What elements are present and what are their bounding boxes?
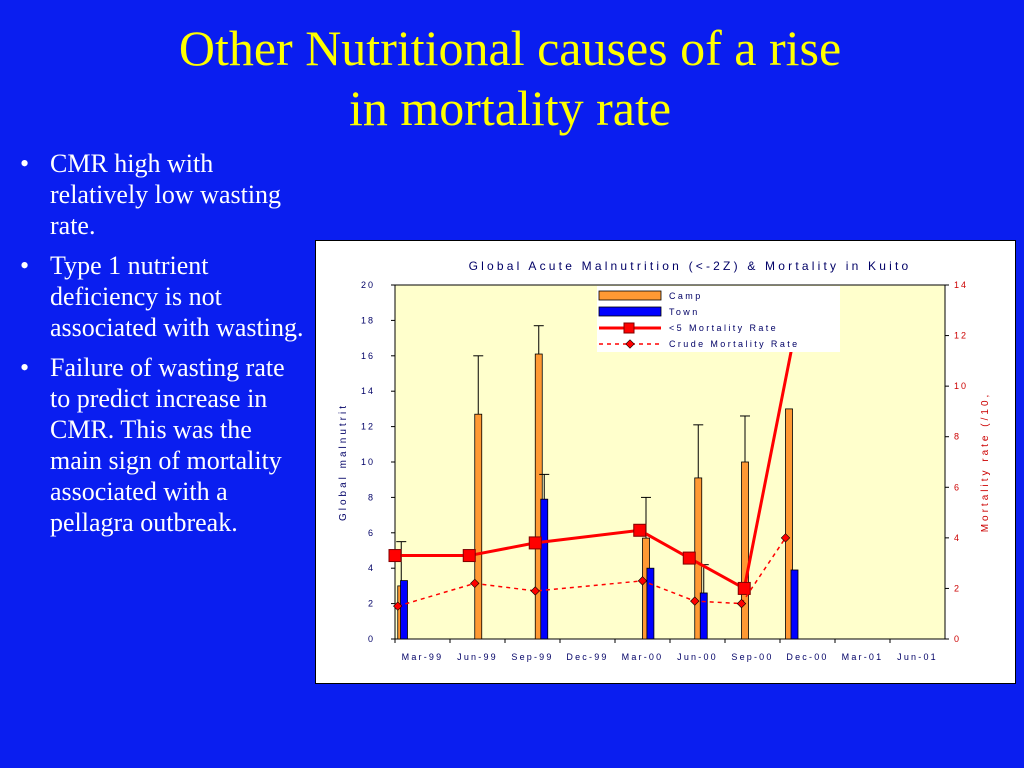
y-tick-label: 0 (368, 634, 375, 644)
y2-tick-label: 4 (954, 533, 961, 543)
x-tick-label: Jun-99 (457, 652, 498, 662)
legend-marker-u5 (623, 322, 635, 334)
y2-tick-label: 10 (954, 381, 968, 391)
bar-camp (474, 413, 483, 640)
bar-camp (785, 408, 793, 640)
slide-title: Other Nutritional causes of a rise in mo… (40, 18, 980, 138)
bullet-item: • CMR high with relatively low wasting ra… (18, 148, 308, 241)
y-tick-label: 12 (361, 422, 375, 432)
y2-axis-label: Mortality rate (/10, (980, 392, 991, 533)
legend-label: Camp (669, 291, 703, 301)
y2-tick-label: 2 (954, 583, 961, 593)
legend-swatch-camp (598, 290, 662, 301)
slide-title-line-2: in mortality rate (348, 80, 672, 136)
y-tick-label: 8 (368, 492, 375, 502)
u5-mortality-point (388, 549, 402, 563)
chart-title: Global Acute Malnutrition (<-2Z) & Morta… (469, 259, 912, 273)
bar-town (540, 498, 549, 640)
x-tick-label: Sep-99 (511, 652, 553, 662)
crude-mortality-point (393, 601, 403, 611)
x-tick-label: Sep-00 (731, 652, 773, 662)
legend-label: Crude Mortality Rate (669, 339, 800, 349)
bar-town (400, 580, 408, 640)
bullet-text: Failure of wasting rate to predict incre… (50, 353, 285, 537)
x-tick-label: Dec-00 (786, 652, 828, 662)
y-tick-label: 18 (361, 315, 375, 325)
slide-title-line-1: Other Nutritional causes of a rise (178, 20, 842, 76)
y-tick-label: 16 (361, 351, 375, 361)
x-tick-label: Jun-01 (897, 652, 938, 662)
bar-town (646, 567, 655, 640)
u5-mortality-point (737, 581, 751, 595)
y-tick-label: 10 (361, 457, 375, 467)
bar-town (699, 592, 708, 640)
crude-mortality-point (530, 586, 540, 596)
bar-camp (741, 461, 749, 640)
chart-svg: Global Acute Malnutrition (<-2Z) & Morta… (338, 259, 991, 662)
y-tick-label: 20 (361, 280, 375, 290)
u5-mortality-point (682, 551, 696, 565)
legend-label: Town (669, 307, 700, 317)
bullet-text: Type 1 nutrient deficiency is not associ… (50, 251, 304, 342)
x-tick-label: Mar-99 (402, 652, 444, 662)
bullet-dot-icon: • (20, 251, 30, 280)
y-tick-label: 2 (368, 599, 375, 609)
crude-mortality-point (690, 596, 700, 606)
bullet-text: CMR high with relatively low wasting rat… (50, 149, 282, 240)
bullet-dot-icon: • (20, 353, 30, 382)
u5-mortality-point (462, 549, 476, 563)
legend-label: <5 Mortality Rate (669, 323, 778, 333)
y-tick-label: 4 (368, 563, 375, 573)
bullet-list: • CMR high with relatively low wasting ra… (18, 148, 308, 547)
crude-mortality-point (736, 598, 747, 609)
y2-tick-label: 14 (954, 280, 968, 290)
y2-tick-label: 8 (954, 432, 961, 442)
y-tick-label: 6 (368, 528, 375, 538)
legend-swatch-town (598, 306, 662, 317)
bullet-dot-icon: • (20, 149, 30, 178)
y2-tick-label: 6 (954, 482, 961, 492)
crude-mortality-point (637, 576, 648, 586)
x-tick-label: Jun-00 (677, 652, 718, 662)
y-axis-label: Global malnutrit (338, 403, 349, 521)
y-tick-label: 14 (361, 386, 375, 396)
y2-tick-label: 12 (954, 331, 968, 341)
x-tick-label: Mar-01 (842, 652, 884, 662)
bullet-item: • Type 1 nutrient deficiency is not assoc… (18, 250, 308, 343)
x-tick-label: Mar-00 (622, 652, 664, 662)
bullet-item: • Failure of wasting rate to predict incr… (18, 352, 308, 538)
chart-panel: Global Acute Malnutrition (<-2Z) & Morta… (315, 240, 1016, 684)
crude-mortality-point (780, 533, 791, 543)
u5-mortality-point (528, 536, 542, 550)
x-tick-label: Dec-99 (566, 652, 608, 662)
u5-mortality-point (633, 523, 647, 537)
bar-town (790, 569, 799, 640)
crude-mortality-point (470, 578, 480, 589)
y2-tick-label: 0 (954, 634, 961, 644)
legend-marker-crude (625, 339, 635, 349)
